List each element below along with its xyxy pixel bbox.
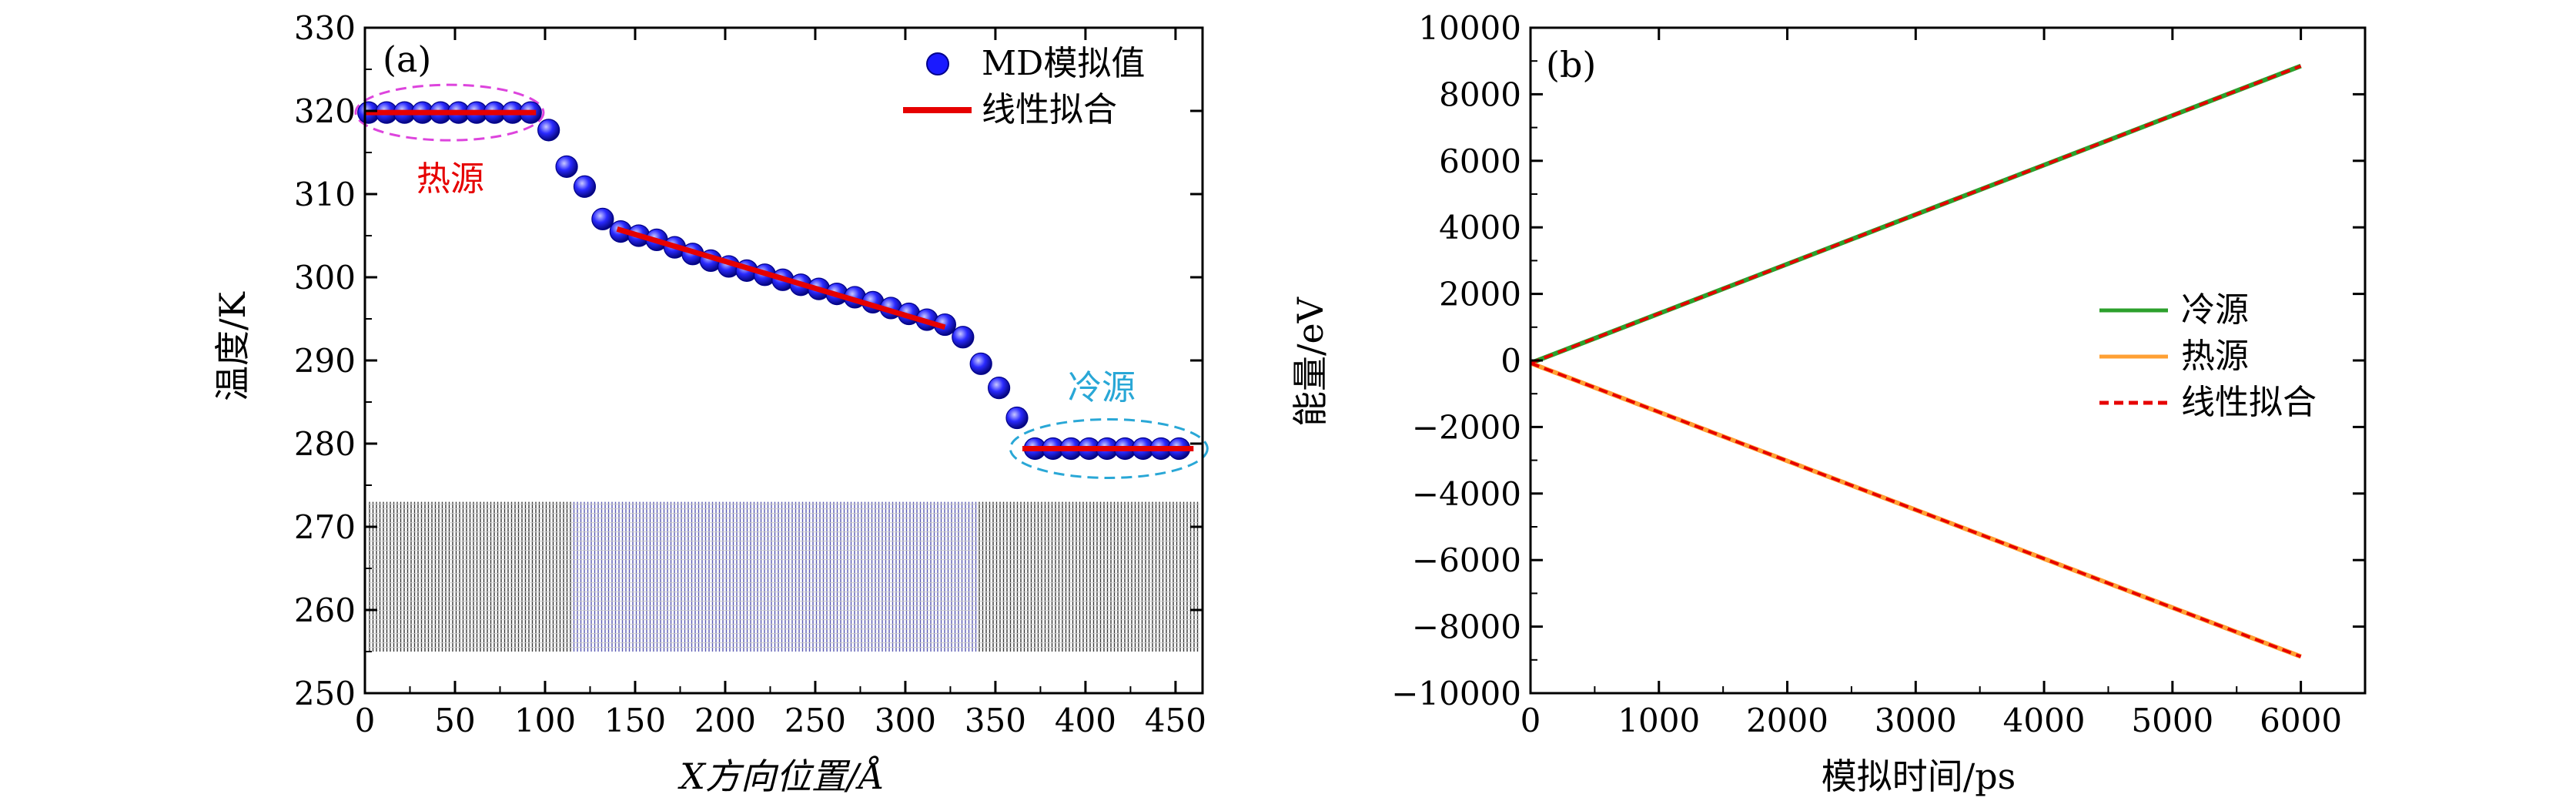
y-tick-label: −4000 xyxy=(1412,475,1521,513)
panel-a-legend: MD模拟值 线性拟合 xyxy=(903,44,1145,129)
y-tick-label: 6000 xyxy=(1439,142,1521,180)
y-tick-label: 270 xyxy=(294,508,356,546)
x-tick-label: 1000 xyxy=(1618,702,1700,739)
hot-source-label: 热源 xyxy=(417,159,484,199)
lattice-background xyxy=(368,501,1199,652)
x-tick-label: 6000 xyxy=(2260,702,2342,739)
x-tick-label: 4000 xyxy=(2003,702,2086,739)
cold-source-ellipse xyxy=(1009,417,1209,479)
y-tick-label: 320 xyxy=(294,92,356,130)
legend-label-fit: 线性拟合 xyxy=(982,90,1117,129)
panel-a-y-axis-label: 温度/K xyxy=(212,290,253,400)
y-tick-label: −10000 xyxy=(1391,675,1521,712)
x-tick-label: 250 xyxy=(785,702,846,739)
x-tick-label: 0 xyxy=(355,702,376,739)
x-tick-label: 400 xyxy=(1055,702,1116,739)
panel-b-x-axis-label: 模拟时间/ps xyxy=(1822,756,2016,797)
fit-line-segment xyxy=(616,226,946,330)
panel-a: 0 50 100 150 200 250 300 350 400 450 250 260 270 280 2… xyxy=(212,9,1209,797)
y-tick-label: −8000 xyxy=(1412,608,1521,646)
y-tick-label: −2000 xyxy=(1412,408,1521,446)
y-tick-label: 330 xyxy=(294,9,356,47)
x-tick-label: 450 xyxy=(1145,702,1206,739)
y-tick-label: 4000 xyxy=(1439,209,1521,246)
md-point xyxy=(555,155,578,178)
fit-line-cold xyxy=(1530,64,2302,365)
md-point xyxy=(969,352,992,375)
panel-a-label: (a) xyxy=(383,39,431,80)
y-tick-label: 0 xyxy=(1500,342,1521,380)
panel-b-y-axis-label: 能量/eV xyxy=(1290,297,1331,427)
panel-b: 0 1000 2000 3000 4000 5000 6000 −10000 −8000 −600… xyxy=(1290,9,2367,797)
md-point xyxy=(988,377,1011,400)
md-point xyxy=(952,326,975,349)
md-point xyxy=(591,207,614,230)
legend-label-md: MD模拟值 xyxy=(982,44,1145,83)
x-tick-label: 300 xyxy=(875,702,936,739)
x-tick-label: 2000 xyxy=(1746,702,1828,739)
fit-line-hot xyxy=(1530,361,2302,659)
y-tick-label: 250 xyxy=(294,675,356,712)
y-tick-label: 310 xyxy=(294,176,356,213)
cold-source-label: 冷源 xyxy=(1068,368,1136,407)
hot-source-ellipse xyxy=(354,83,545,142)
x-tick-label: 350 xyxy=(965,702,1026,739)
panel-b-marks xyxy=(1529,63,2302,659)
y-tick-label: 8000 xyxy=(1439,75,1521,113)
panel-b-label: (b) xyxy=(1546,44,1596,85)
panel-a-axes: 0 50 100 150 200 250 300 350 400 450 250 260 270 280 2… xyxy=(294,9,1206,739)
x-tick-label: 100 xyxy=(514,702,576,739)
y-tick-label: 260 xyxy=(294,591,356,629)
panel-b-legend: 冷源 热源 线性拟合 xyxy=(2099,290,2317,422)
legend-marker-md xyxy=(926,52,949,75)
y-tick-label: 10000 xyxy=(1418,9,1521,47)
legend-label-hot: 热源 xyxy=(2181,337,2249,376)
y-tick-label: 290 xyxy=(294,342,356,380)
x-tick-label: 150 xyxy=(604,702,666,739)
legend-label-cold: 冷源 xyxy=(2181,290,2249,330)
panel-a-marks xyxy=(354,83,1209,479)
y-tick-label: 280 xyxy=(294,425,356,463)
md-point xyxy=(573,175,597,198)
md-point xyxy=(537,119,560,142)
x-tick-label: 3000 xyxy=(1875,702,1957,739)
y-tick-label: −6000 xyxy=(1412,541,1521,579)
y-tick-label: 300 xyxy=(294,259,356,297)
panel-a-x-axis-label: X方向位置/Å xyxy=(677,755,884,797)
x-tick-label: 50 xyxy=(434,702,475,739)
x-tick-label: 0 xyxy=(1521,702,1541,739)
legend-label-fit-b: 线性拟合 xyxy=(2181,383,2317,422)
x-tick-label: 5000 xyxy=(2131,702,2213,739)
md-point xyxy=(1005,406,1029,430)
x-tick-label: 200 xyxy=(694,702,756,739)
panel-b-axes: 0 1000 2000 3000 4000 5000 6000 −10000 −8000 −600… xyxy=(1391,9,2367,739)
y-tick-label: 2000 xyxy=(1439,276,1521,313)
